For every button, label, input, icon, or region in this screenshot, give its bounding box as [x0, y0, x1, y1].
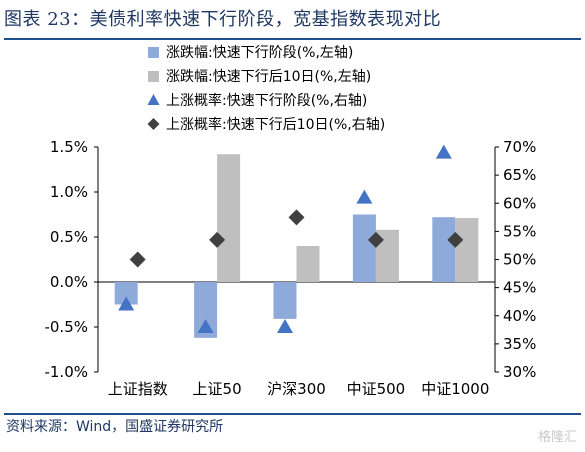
x-category-label: 中证500: [347, 380, 406, 398]
bar-after-10d: [296, 246, 320, 282]
y-left-tick-label: 0.5%: [50, 228, 88, 246]
y-right-tick-label: 60%: [503, 194, 536, 212]
legend-label: 涨跌幅:快速下行后10日(%,左轴): [166, 69, 371, 85]
footer-rule: [4, 413, 581, 415]
bar-fast-phase: [432, 217, 456, 282]
y-right-tick-label: 30%: [503, 363, 536, 381]
diamond-marker: [367, 231, 384, 248]
legend-swatch-bar-after: [148, 71, 159, 82]
legend-label: 上涨概率:快速下行阶段(%,右轴): [166, 92, 367, 109]
diamond-marker: [209, 231, 226, 248]
bar-fast-phase: [352, 214, 376, 282]
triangle-marker: [197, 319, 214, 333]
y-right-tick-label: 65%: [503, 166, 536, 184]
legend-swatch-diamond: [147, 118, 160, 130]
diamond-marker: [129, 251, 146, 268]
triangle-marker: [118, 296, 135, 311]
watermark: 格隆汇: [537, 430, 577, 445]
chart-title: 图表 23：美债利率快速下行阶段，宽基指数表现对比: [4, 9, 442, 30]
y-left-tick-label: -0.5%: [44, 318, 88, 336]
source-note: 资料来源：Wind，国盛证券研究所: [6, 419, 224, 435]
y-left-tick-label: 0.0%: [50, 273, 88, 291]
triangle-marker: [435, 144, 452, 159]
legend-swatch-bar-fast: [148, 47, 159, 58]
y-right-tick-label: 55%: [503, 222, 536, 240]
diamond-marker: [447, 231, 464, 248]
y-right-tick-label: 70%: [503, 138, 536, 156]
x-category-label: 上证50: [193, 380, 242, 398]
legend-label: 上涨概率:快速下行后10日(%,右轴): [166, 116, 385, 133]
y-right-tick-label: 45%: [503, 279, 536, 297]
y-left-tick-label: -1.0%: [44, 363, 88, 381]
bar-fast-phase: [194, 282, 218, 338]
triangle-marker: [277, 319, 293, 333]
triangle-marker: [356, 189, 373, 204]
y-right-tick-label: 50%: [503, 251, 536, 269]
title-rule: [4, 38, 581, 40]
legend-swatch-triangle: [147, 94, 160, 105]
y-right-tick-label: 35%: [503, 335, 536, 353]
x-category-label: 上证指数: [108, 380, 168, 398]
x-category-label: 沪深300: [267, 380, 326, 398]
x-category-label: 中证1000: [421, 380, 489, 398]
bar-after-10d: [455, 218, 479, 282]
bar-after-10d: [217, 154, 241, 282]
bar-fast-phase: [114, 282, 138, 305]
diamond-marker: [288, 209, 305, 226]
y-right-tick-label: 40%: [503, 307, 536, 325]
y-left-tick-label: 1.5%: [50, 138, 88, 156]
bar-fast-phase: [273, 282, 297, 319]
bar-after-10d: [375, 229, 399, 282]
legend-label: 涨跌幅:快速下行阶段(%,左轴): [166, 45, 353, 61]
y-left-tick-label: 1.0%: [50, 183, 88, 201]
